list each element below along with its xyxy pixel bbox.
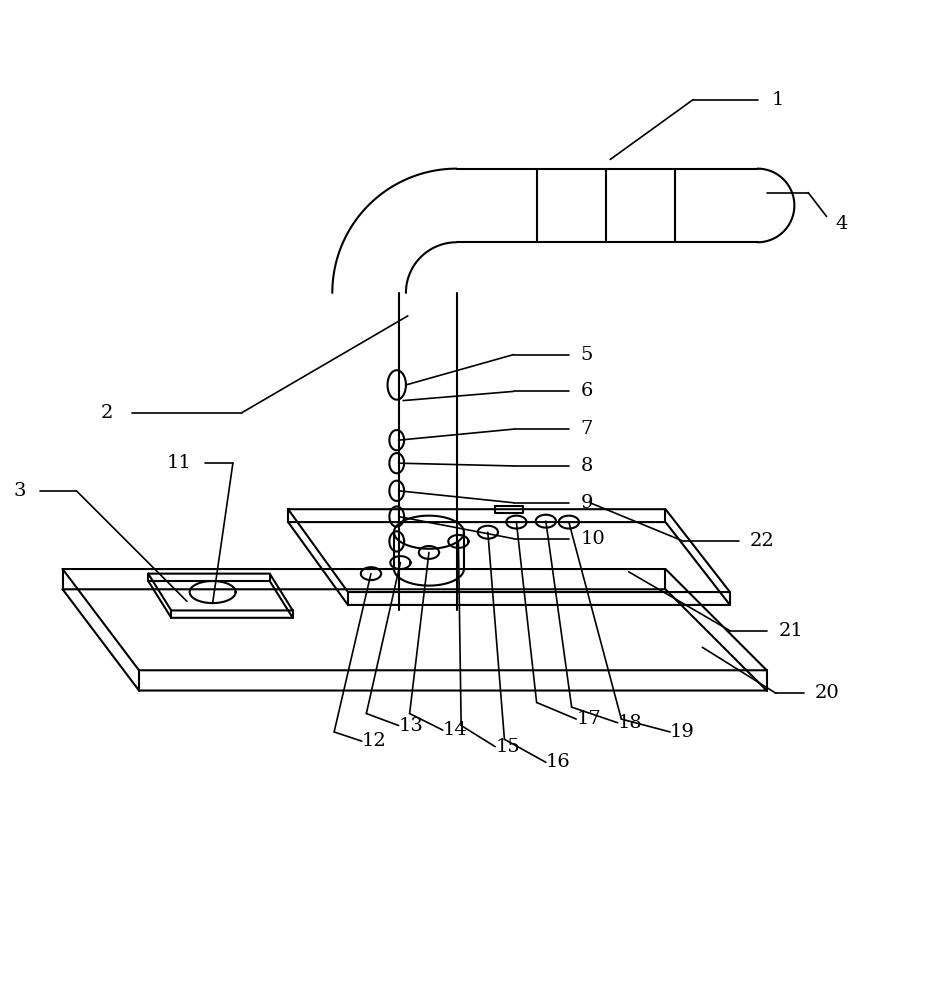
Text: 9: 9 xyxy=(581,494,594,512)
Text: 13: 13 xyxy=(398,717,423,735)
Text: 20: 20 xyxy=(815,684,839,702)
Text: 6: 6 xyxy=(581,382,594,400)
Text: 12: 12 xyxy=(362,732,386,750)
Text: 1: 1 xyxy=(771,91,783,109)
Text: 8: 8 xyxy=(581,457,594,475)
Text: 14: 14 xyxy=(443,721,468,739)
Text: 19: 19 xyxy=(670,723,695,741)
Text: 21: 21 xyxy=(779,622,804,640)
Text: 3: 3 xyxy=(13,482,26,500)
Text: 4: 4 xyxy=(836,215,848,233)
Text: 5: 5 xyxy=(581,346,594,364)
Text: 10: 10 xyxy=(581,530,606,548)
Text: 18: 18 xyxy=(618,714,643,732)
Text: 2: 2 xyxy=(101,404,113,422)
Text: 17: 17 xyxy=(576,710,601,728)
Text: 22: 22 xyxy=(750,532,775,550)
Text: 16: 16 xyxy=(545,753,570,771)
Text: 11: 11 xyxy=(167,454,192,472)
Text: 15: 15 xyxy=(495,738,520,756)
Text: 7: 7 xyxy=(581,420,594,438)
